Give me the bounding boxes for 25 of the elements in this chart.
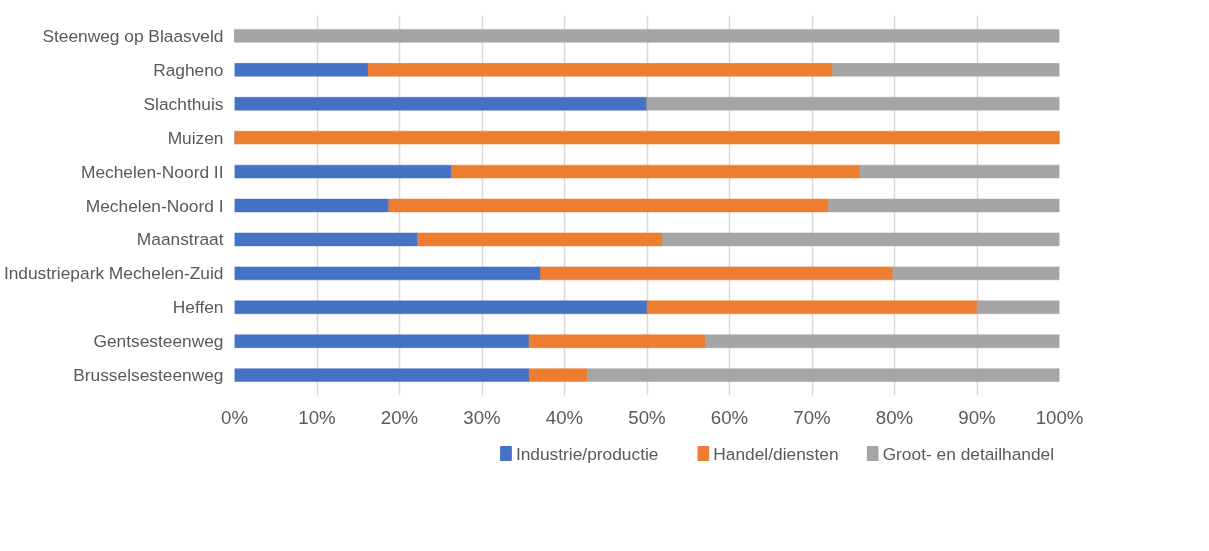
y-tick-label: Heffen [172, 297, 224, 318]
y-tick-label: Mechelen-Noord II [80, 161, 224, 182]
x-tick-label: 40% [545, 406, 584, 428]
y-tick-label: Steenweg op Blaasveld [42, 25, 224, 46]
x-tick-label: 0% [221, 406, 248, 428]
x-tick-label: 60% [710, 406, 749, 428]
y-tick-label: Slachthuis [143, 93, 224, 114]
y-tick-label: Brusselsesteenweg [73, 365, 224, 386]
x-tick-label: 80% [875, 406, 914, 428]
x-tick-label: 100% [1035, 406, 1084, 428]
legend-label: Handel/diensten [713, 443, 839, 464]
x-tick-label: 70% [793, 406, 831, 428]
x-tick-label: 20% [380, 406, 419, 428]
y-tick-label: Muizen [167, 127, 224, 148]
y-tick-label: Gentsesteenweg [93, 331, 224, 352]
x-tick-label: 30% [463, 406, 501, 428]
x-tick-label: 10% [298, 406, 336, 428]
legend-label: Groot- en detailhandel [882, 443, 1055, 464]
x-tick-label: 50% [628, 406, 666, 428]
legend-label: Industrie/productie [515, 443, 659, 464]
y-tick-label: Mechelen-Noord I [85, 195, 224, 216]
y-tick-label: Industriepark Mechelen-Zuid [3, 263, 224, 284]
x-tick-label: 90% [958, 406, 996, 428]
y-tick-label: Maanstraat [136, 229, 224, 250]
y-tick-label: Ragheno [153, 59, 224, 80]
